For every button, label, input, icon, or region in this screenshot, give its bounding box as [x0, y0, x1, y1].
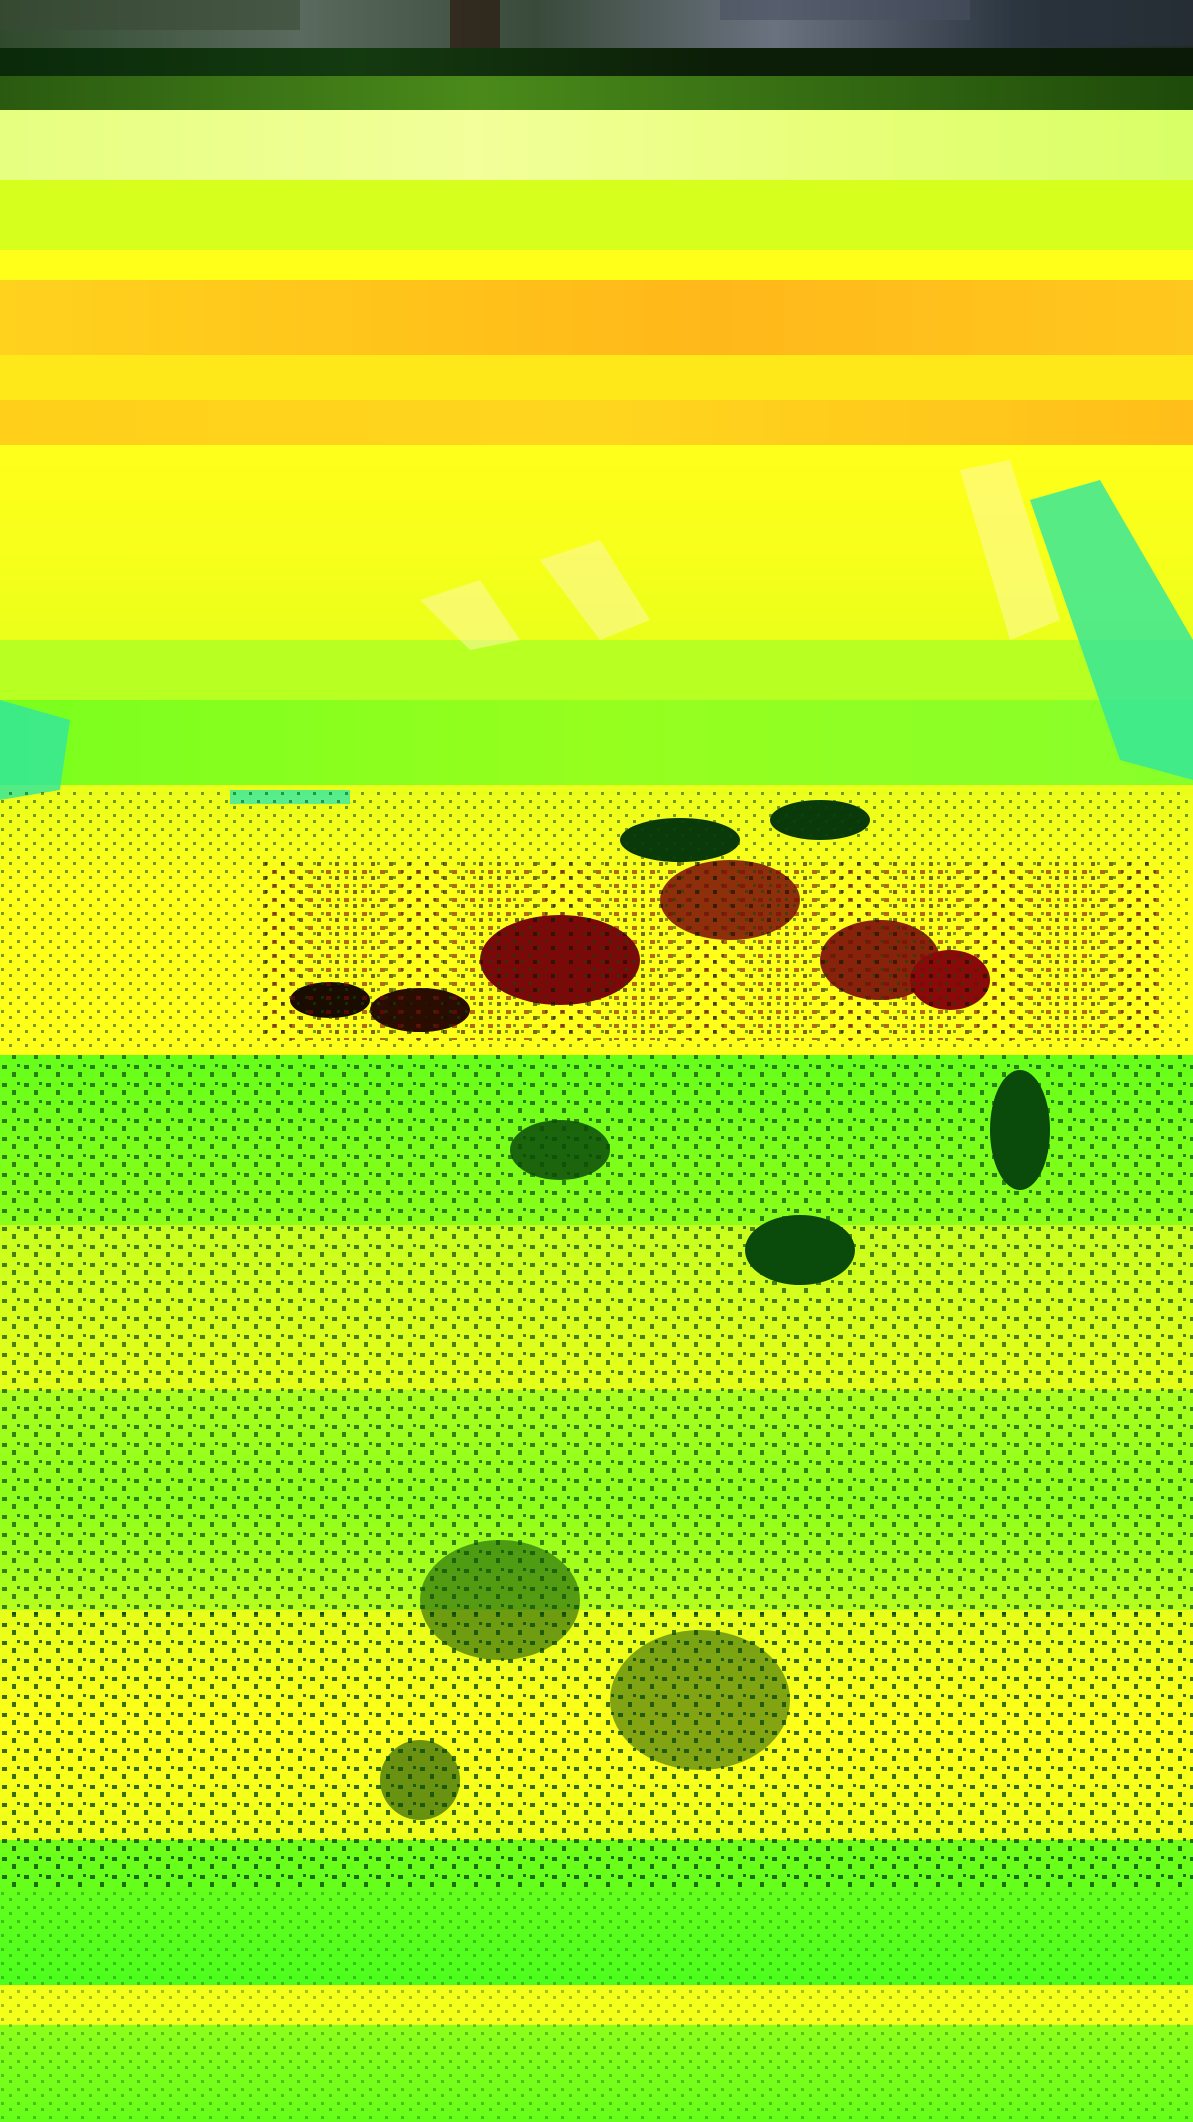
scenery-details: [0, 0, 1193, 48]
speckle-red: [260, 860, 1160, 1040]
speckle-mid: [0, 1055, 1193, 1615]
orange-band-1: [0, 280, 1193, 355]
green-band-1: [0, 700, 1193, 785]
lime-band-1: [0, 180, 1193, 250]
speckle-bottom: [0, 1890, 1193, 2122]
speckle-lower: [0, 1610, 1193, 1890]
dark-horizon-band: [0, 48, 1193, 76]
pale-sky-band: [0, 110, 1193, 180]
green-edge-band: [0, 76, 1193, 110]
pale-wisps: [420, 460, 1060, 650]
yellow-band-2: [0, 355, 1193, 400]
orange-band-2: [0, 400, 1193, 445]
lime-band-2: [0, 640, 1193, 700]
yellow-band-1: [0, 250, 1193, 280]
